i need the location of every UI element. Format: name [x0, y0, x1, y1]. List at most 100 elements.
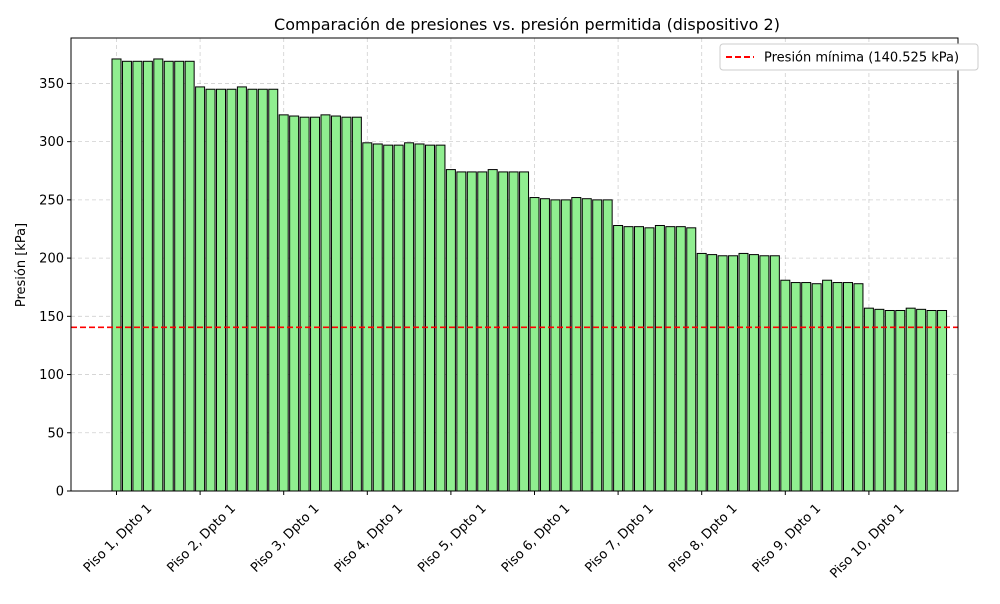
- bar: [132, 60, 143, 492]
- bar: [456, 171, 467, 492]
- plot-frame: [70, 37, 959, 492]
- bar: [205, 88, 216, 492]
- legend: Presión mínima (140.525 kPa): [719, 43, 979, 71]
- bar: [874, 308, 885, 492]
- x-tick-label: Piso 2, Dpto 1: [164, 501, 238, 575]
- bar: [163, 60, 174, 492]
- bar: [539, 198, 550, 492]
- bar: [592, 199, 603, 492]
- bar: [675, 226, 686, 492]
- bar: [477, 171, 488, 492]
- bar: [372, 143, 383, 492]
- bar: [769, 255, 780, 492]
- bar: [247, 88, 258, 492]
- x-tick-label: Piso 10, Dpto 1: [827, 501, 907, 581]
- bar: [153, 58, 164, 492]
- bar: [581, 198, 592, 492]
- bar: [748, 254, 759, 492]
- bar: [195, 86, 206, 492]
- bar: [853, 283, 864, 492]
- x-tick-label: Piso 4, Dpto 1: [332, 501, 406, 575]
- legend-box: [719, 43, 979, 71]
- bar: [487, 169, 498, 492]
- bar: [330, 115, 341, 492]
- bar: [414, 143, 425, 492]
- y-tick-label: 300: [39, 135, 64, 150]
- y-tick-label: 200: [39, 252, 64, 267]
- bar: [738, 252, 749, 492]
- bar: [299, 116, 310, 492]
- y-axis: 0 50 100 150 200 250 300 350: [39, 77, 71, 500]
- y-tick-label: 100: [39, 368, 64, 383]
- bar: [466, 171, 477, 492]
- bar: [529, 197, 540, 492]
- bar: [236, 86, 247, 492]
- bar: [393, 144, 404, 492]
- bar: [508, 171, 519, 492]
- bar: [268, 88, 279, 492]
- x-axis: Piso 1, Dpto 1 Piso 2, Dpto 1 Piso 3, Dpto…: [81, 491, 908, 582]
- bar: [717, 255, 728, 492]
- bar: [341, 116, 352, 492]
- chart-title: Comparación de presiones vs. presión per…: [274, 15, 780, 34]
- bar: [832, 282, 843, 492]
- bar: [654, 224, 665, 492]
- bar: [445, 169, 456, 492]
- bar: [801, 282, 812, 492]
- bar: [226, 88, 237, 492]
- y-tick-label: 0: [56, 485, 64, 500]
- bar: [289, 115, 300, 492]
- bar: [320, 114, 331, 492]
- y-tick-label: 150: [39, 310, 64, 325]
- bar: [905, 307, 916, 492]
- bar: [937, 309, 948, 492]
- bar: [383, 144, 394, 492]
- bar: [843, 282, 853, 492]
- y-axis-label: Presión [kPa]: [14, 223, 29, 307]
- bar: [634, 226, 644, 492]
- bars-group: [111, 58, 948, 492]
- bar: [863, 307, 874, 492]
- bar: [498, 171, 509, 492]
- legend-label: Presión mínima (140.525 kPa): [764, 51, 959, 66]
- bar: [362, 142, 373, 492]
- bar: [916, 308, 927, 492]
- bar: [665, 226, 676, 492]
- x-tick-label: Piso 3, Dpto 1: [248, 501, 322, 575]
- bar: [435, 144, 446, 492]
- bar: [560, 199, 571, 492]
- x-tick-label: Piso 1, Dpto 1: [81, 501, 155, 575]
- x-tick-label: Piso 8, Dpto 1: [666, 501, 740, 575]
- x-tick-label: Piso 9, Dpto 1: [750, 501, 824, 575]
- bar: [121, 60, 132, 492]
- bar: [686, 227, 697, 492]
- bar: [884, 309, 895, 492]
- y-tick-label: 350: [39, 77, 64, 92]
- bar: [602, 199, 613, 492]
- bar: [257, 88, 268, 492]
- y-tick-label: 50: [47, 426, 64, 441]
- bar: [707, 254, 718, 492]
- x-tick-label: Piso 7, Dpto 1: [582, 501, 656, 575]
- bar: [613, 224, 624, 492]
- x-tick-label: Piso 5, Dpto 1: [415, 501, 489, 575]
- bar: [623, 226, 634, 492]
- bar: [216, 88, 226, 492]
- bar: [790, 282, 801, 492]
- bar: [310, 116, 321, 492]
- bar: [404, 142, 415, 492]
- y-tick-label: 250: [39, 193, 64, 208]
- bar: [111, 58, 122, 492]
- bar: [550, 199, 561, 492]
- bar: [926, 309, 937, 492]
- bar: [822, 279, 833, 492]
- bar: [571, 197, 582, 492]
- x-tick-label: Piso 6, Dpto 1: [499, 501, 573, 575]
- bar: [696, 252, 707, 492]
- bar: [519, 171, 530, 492]
- bar: [728, 255, 739, 492]
- bar: [142, 60, 153, 492]
- bar: [278, 114, 289, 492]
- bar: [184, 60, 195, 492]
